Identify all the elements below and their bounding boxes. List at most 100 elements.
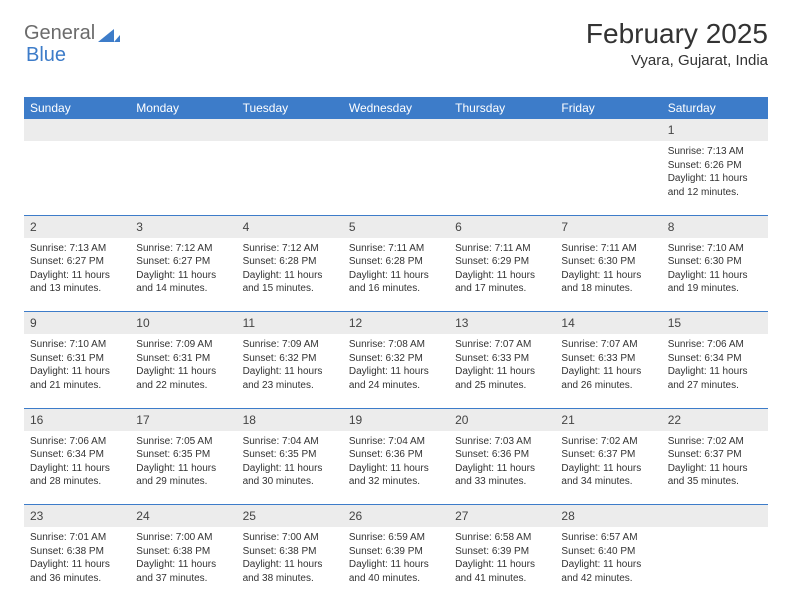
daynum-row: 1617 18 19 20 21 22: [24, 408, 768, 431]
day-number: 19: [349, 413, 362, 427]
day-number-cell: [130, 119, 236, 141]
day-number-cell: 14: [555, 312, 661, 335]
day-number-cell: [237, 119, 343, 141]
day-text: Sunrise: 7:06 AM Sunset: 6:34 PM Dayligh…: [666, 336, 764, 392]
header: General February 2025 Vyara, Gujarat, In…: [24, 18, 768, 69]
day-cell: Sunrise: 7:13 AM Sunset: 6:26 PM Dayligh…: [662, 141, 768, 215]
weekday-header: Tuesday: [237, 97, 343, 119]
day-cell: Sunrise: 7:04 AM Sunset: 6:36 PM Dayligh…: [343, 431, 449, 505]
day-number: 5: [349, 220, 356, 234]
day-number: 9: [30, 316, 37, 330]
weekday-header-row: Sunday Monday Tuesday Wednesday Thursday…: [24, 97, 768, 119]
day-number-cell: 1: [662, 119, 768, 141]
day-text: [241, 143, 339, 145]
day-number: 13: [455, 316, 468, 330]
day-cell: [24, 141, 130, 215]
day-text: Sunrise: 7:02 AM Sunset: 6:37 PM Dayligh…: [666, 433, 764, 489]
day-number: 12: [349, 316, 362, 330]
day-number-cell: [662, 505, 768, 528]
day-number: 21: [561, 413, 574, 427]
day-number: 18: [243, 413, 256, 427]
title-block: February 2025 Vyara, Gujarat, India: [586, 18, 768, 69]
day-number-cell: 17: [130, 408, 236, 431]
day-number: 27: [455, 509, 468, 523]
day-number: 14: [561, 316, 574, 330]
day-number: 4: [243, 220, 250, 234]
day-cell: Sunrise: 7:13 AM Sunset: 6:27 PM Dayligh…: [24, 238, 130, 312]
day-text: Sunrise: 7:02 AM Sunset: 6:37 PM Dayligh…: [559, 433, 657, 489]
day-number-cell: 11: [237, 312, 343, 335]
day-text: Sunrise: 7:04 AM Sunset: 6:35 PM Dayligh…: [241, 433, 339, 489]
day-number-cell: 21: [555, 408, 661, 431]
day-text: Sunrise: 7:08 AM Sunset: 6:32 PM Dayligh…: [347, 336, 445, 392]
day-number-cell: 2: [24, 215, 130, 238]
day-text: Sunrise: 7:07 AM Sunset: 6:33 PM Dayligh…: [559, 336, 657, 392]
day-cell: Sunrise: 7:00 AM Sunset: 6:38 PM Dayligh…: [237, 527, 343, 601]
day-number-cell: 23: [24, 505, 130, 528]
day-cell: [555, 141, 661, 215]
day-cell: Sunrise: 7:08 AM Sunset: 6:32 PM Dayligh…: [343, 334, 449, 408]
day-cell: Sunrise: 7:02 AM Sunset: 6:37 PM Dayligh…: [662, 431, 768, 505]
day-cell: [662, 527, 768, 601]
day-text: Sunrise: 7:12 AM Sunset: 6:28 PM Dayligh…: [241, 240, 339, 296]
day-text: Sunrise: 7:13 AM Sunset: 6:27 PM Dayligh…: [28, 240, 126, 296]
day-text: [453, 143, 551, 145]
day-number: 1: [668, 123, 675, 137]
day-number-cell: 13: [449, 312, 555, 335]
day-text: Sunrise: 7:06 AM Sunset: 6:34 PM Dayligh…: [28, 433, 126, 489]
day-cell: Sunrise: 7:10 AM Sunset: 6:31 PM Dayligh…: [24, 334, 130, 408]
day-number-cell: 27: [449, 505, 555, 528]
day-cell: Sunrise: 7:11 AM Sunset: 6:30 PM Dayligh…: [555, 238, 661, 312]
day-number-cell: 15: [662, 312, 768, 335]
day-text: Sunrise: 7:00 AM Sunset: 6:38 PM Dayligh…: [134, 529, 232, 585]
day-cell: Sunrise: 7:07 AM Sunset: 6:33 PM Dayligh…: [449, 334, 555, 408]
day-number: 15: [668, 316, 681, 330]
day-cell: Sunrise: 7:12 AM Sunset: 6:27 PM Dayligh…: [130, 238, 236, 312]
day-text: [559, 143, 657, 145]
day-cell: Sunrise: 7:04 AM Sunset: 6:35 PM Dayligh…: [237, 431, 343, 505]
day-text: Sunrise: 7:07 AM Sunset: 6:33 PM Dayligh…: [453, 336, 551, 392]
day-cell: Sunrise: 6:57 AM Sunset: 6:40 PM Dayligh…: [555, 527, 661, 601]
day-cell: [449, 141, 555, 215]
daynum-row: 9 10 11 12 13 14 15: [24, 312, 768, 335]
day-number: 23: [30, 509, 43, 523]
day-text: Sunrise: 6:59 AM Sunset: 6:39 PM Dayligh…: [347, 529, 445, 585]
day-number-cell: 9: [24, 312, 130, 335]
daynum-row: 2345678: [24, 215, 768, 238]
day-number: 28: [561, 509, 574, 523]
day-text: Sunrise: 7:03 AM Sunset: 6:36 PM Dayligh…: [453, 433, 551, 489]
day-number: 22: [668, 413, 681, 427]
day-text: Sunrise: 7:10 AM Sunset: 6:30 PM Dayligh…: [666, 240, 764, 296]
day-number-cell: 26: [343, 505, 449, 528]
daynum-row: 232425262728: [24, 505, 768, 528]
day-cell: Sunrise: 7:05 AM Sunset: 6:35 PM Dayligh…: [130, 431, 236, 505]
day-text: [28, 143, 126, 145]
day-number-cell: 5: [343, 215, 449, 238]
weekday-header: Thursday: [449, 97, 555, 119]
calendar-page: General February 2025 Vyara, Gujarat, In…: [0, 0, 792, 613]
weekday-header: Wednesday: [343, 97, 449, 119]
day-number-cell: 28: [555, 505, 661, 528]
day-cell: Sunrise: 7:06 AM Sunset: 6:34 PM Dayligh…: [24, 431, 130, 505]
day-number-cell: 16: [24, 408, 130, 431]
weekday-header: Friday: [555, 97, 661, 119]
day-number-cell: [555, 119, 661, 141]
day-cell: Sunrise: 7:11 AM Sunset: 6:28 PM Dayligh…: [343, 238, 449, 312]
day-content-row: Sunrise: 7:06 AM Sunset: 6:34 PM Dayligh…: [24, 431, 768, 505]
day-text: Sunrise: 6:58 AM Sunset: 6:39 PM Dayligh…: [453, 529, 551, 585]
day-text: Sunrise: 6:57 AM Sunset: 6:40 PM Dayligh…: [559, 529, 657, 585]
day-content-row: Sunrise: 7:13 AM Sunset: 6:26 PM Dayligh…: [24, 141, 768, 215]
day-number-cell: 8: [662, 215, 768, 238]
day-number-cell: 20: [449, 408, 555, 431]
day-cell: Sunrise: 7:01 AM Sunset: 6:38 PM Dayligh…: [24, 527, 130, 601]
day-text: Sunrise: 7:11 AM Sunset: 6:28 PM Dayligh…: [347, 240, 445, 296]
location-text: Vyara, Gujarat, India: [586, 52, 768, 69]
day-number-cell: 12: [343, 312, 449, 335]
day-number-cell: 10: [130, 312, 236, 335]
day-cell: [130, 141, 236, 215]
day-number: 11: [243, 316, 255, 330]
day-number: 26: [349, 509, 362, 523]
calendar-table: Sunday Monday Tuesday Wednesday Thursday…: [24, 97, 768, 601]
day-number-cell: [449, 119, 555, 141]
day-content-row: Sunrise: 7:10 AM Sunset: 6:31 PM Dayligh…: [24, 334, 768, 408]
